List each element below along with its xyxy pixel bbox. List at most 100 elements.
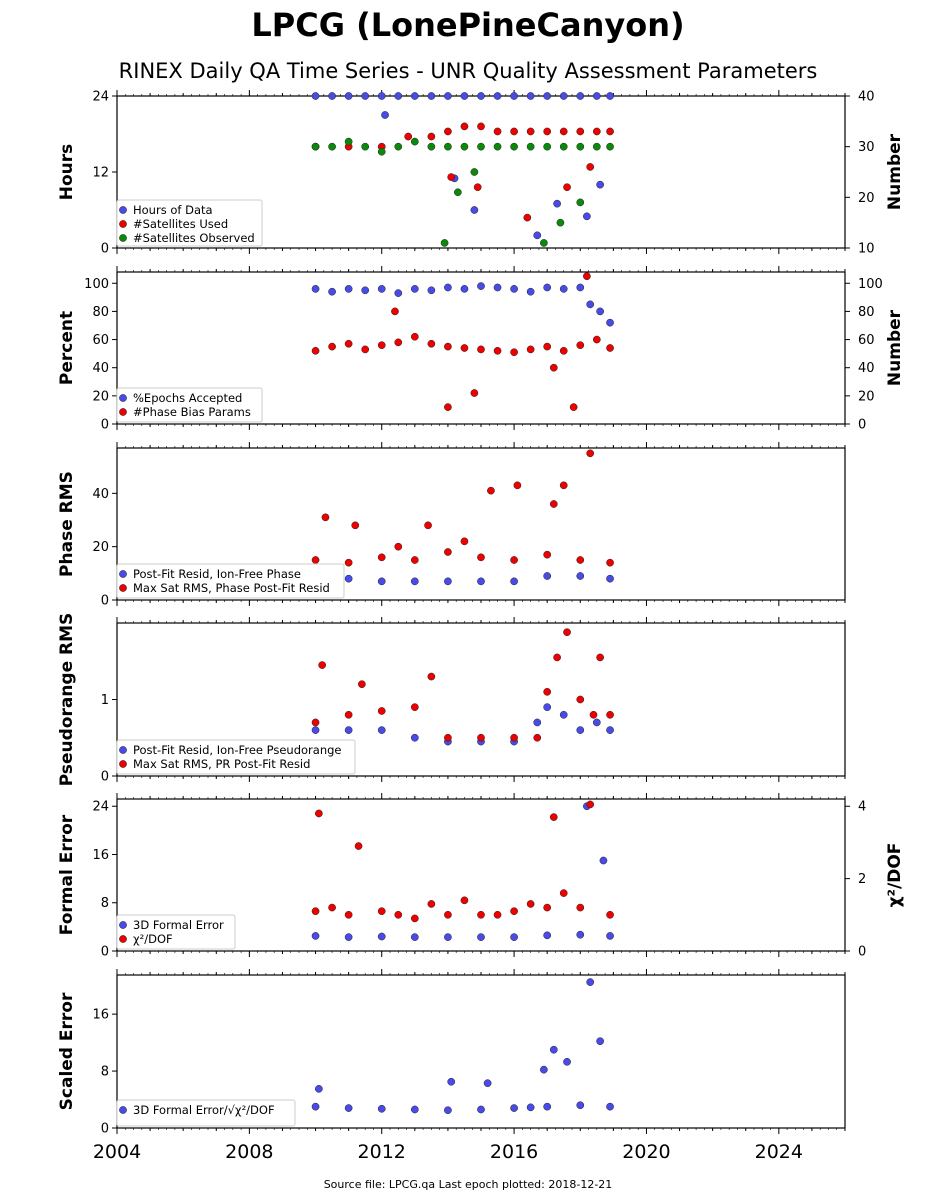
panel-4: 0 1 Pseudorange RMS Post-Fit Resid, Ion-Fre…: [57, 613, 846, 786]
data-point: [311, 556, 320, 564]
x-tick-label: 2008: [225, 1141, 273, 1163]
data-point: [394, 542, 403, 551]
data-point: [460, 896, 469, 905]
data-point: [606, 344, 614, 352]
data-point: [444, 283, 452, 292]
series-red: [311, 449, 614, 567]
data-point: [576, 1101, 585, 1110]
data-point: [344, 933, 353, 941]
legend-marker: [119, 921, 127, 929]
data-point: [311, 142, 320, 151]
data-point: [576, 198, 585, 207]
data-point: [526, 142, 535, 151]
y-tick-label: 12: [92, 166, 109, 181]
y-tick-label: 20: [92, 540, 109, 555]
data-point: [410, 914, 419, 923]
panel-2: 0 20 40 60 80 100 Percent 0 20 40 60 80 100 Number %Ep…: [57, 266, 905, 433]
data-point: [510, 907, 518, 916]
data-point: [576, 127, 585, 136]
series-blue: [311, 92, 614, 240]
y2-tick-label: 4: [858, 800, 866, 815]
legend: Post-Fit Resid, Ion-Free PseudorangeMax …: [116, 739, 356, 775]
data-point: [556, 218, 565, 227]
y-axis-label: Hours: [57, 144, 77, 201]
data-point: [606, 932, 614, 940]
data-point: [543, 1102, 552, 1111]
data-point: [510, 933, 518, 941]
legend-label: %Epochs Accepted: [133, 391, 242, 405]
data-point: [444, 92, 452, 100]
plot-frame: [116, 798, 846, 952]
legend-marker: [119, 570, 127, 578]
data-point: [586, 978, 595, 986]
data-point: [358, 680, 366, 689]
data-point: [427, 132, 436, 141]
data-point: [410, 332, 419, 341]
data-point: [344, 339, 353, 348]
data-point: [311, 932, 320, 940]
data-point: [526, 900, 535, 908]
data-point: [606, 127, 614, 136]
data-point: [477, 733, 485, 742]
data-point: [410, 137, 419, 146]
y-tick-label: 0: [101, 242, 109, 257]
data-point: [473, 183, 482, 192]
data-point: [576, 930, 585, 939]
data-point: [596, 653, 604, 662]
data-point: [592, 92, 601, 100]
y2-tick-label: 0: [858, 945, 866, 960]
data-point: [533, 733, 542, 742]
data-point: [543, 572, 552, 580]
data-point: [549, 363, 558, 372]
y2-tick-label: 10: [858, 242, 875, 257]
y-tick-label: 0: [101, 945, 109, 960]
data-point: [477, 910, 485, 919]
data-point: [344, 1104, 353, 1112]
data-point: [576, 341, 585, 350]
data-point: [444, 127, 452, 136]
legend-marker: [119, 234, 127, 242]
data-point: [377, 1104, 386, 1113]
legend: %Epochs Accepted#Phase Bias Params: [116, 387, 263, 423]
data-point: [447, 173, 456, 181]
data-point: [410, 285, 419, 293]
series-blue: [311, 802, 614, 941]
y2-tick-label: 30: [858, 140, 875, 155]
data-point: [427, 672, 436, 681]
data-point: [510, 1104, 518, 1112]
legend-box: [116, 563, 345, 599]
x-tick-label: 2016: [490, 1141, 538, 1163]
series-blue: [311, 978, 614, 1115]
data-point: [311, 346, 320, 355]
data-point: [510, 127, 518, 136]
y-tick-label: 80: [92, 305, 109, 320]
legend-label: 3D Formal Error/√χ²/DOF: [133, 1103, 275, 1117]
data-point: [311, 1102, 320, 1111]
data-point: [510, 556, 518, 564]
data-point: [586, 300, 595, 309]
data-point: [487, 486, 495, 495]
data-point: [377, 92, 386, 100]
y-axis-label: Formal Error: [57, 814, 77, 935]
y-tick-label: 8: [101, 896, 109, 911]
data-point: [559, 481, 568, 490]
data-point: [510, 348, 518, 357]
data-point: [606, 710, 614, 719]
data-point: [311, 907, 320, 916]
data-point: [444, 142, 452, 151]
data-point: [427, 900, 436, 908]
data-point: [391, 307, 399, 316]
data-point: [394, 92, 403, 100]
y2-tick-label: 20: [858, 191, 875, 206]
legend-marker: [119, 206, 127, 214]
y-axis-label: Phase RMS: [57, 471, 77, 577]
data-point: [526, 127, 535, 136]
legend-label: Post-Fit Resid, Ion-Free Pseudorange: [133, 743, 341, 757]
legend-label: #Phase Bias Params: [133, 405, 251, 419]
y-axis-label: Percent: [57, 311, 77, 385]
data-point: [483, 1079, 492, 1088]
data-point: [361, 345, 370, 354]
